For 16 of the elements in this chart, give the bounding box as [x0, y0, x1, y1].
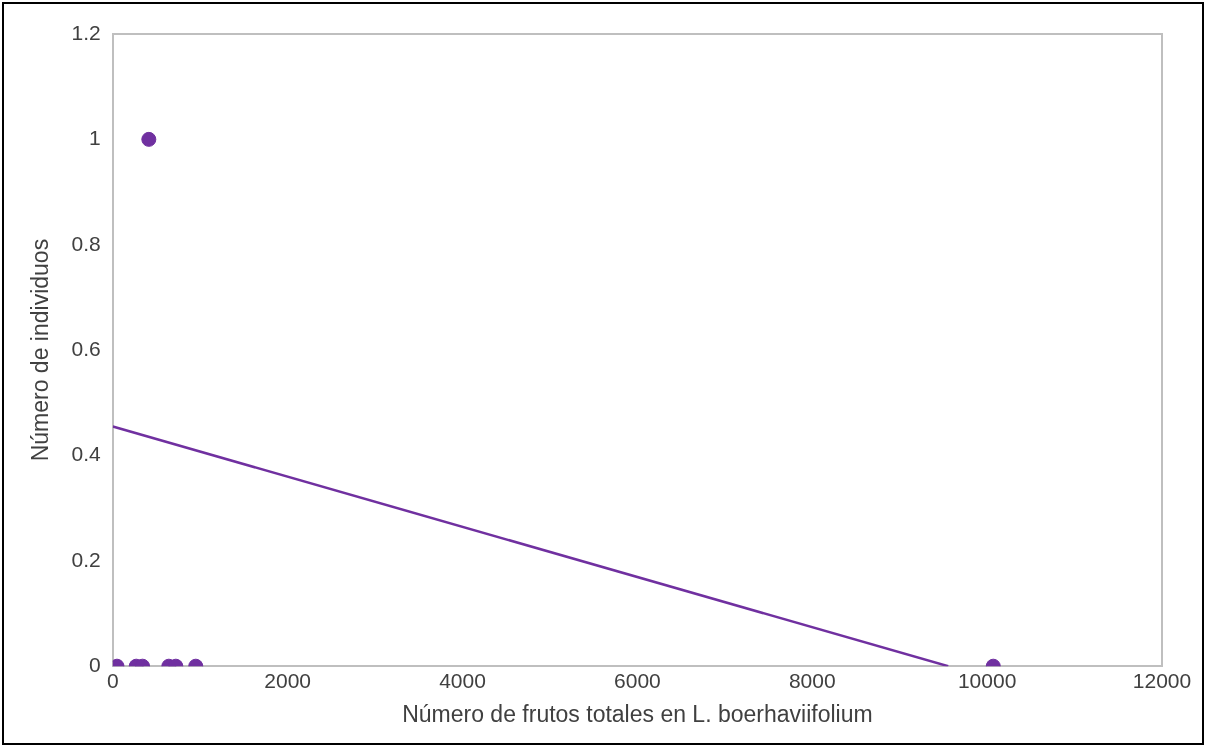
y-tick-label: 0	[89, 653, 101, 676]
y-tick-label: 0.8	[71, 231, 101, 255]
x-tick-label: 6000	[614, 668, 661, 692]
y-tick-label: 0.2	[71, 547, 101, 571]
x-tick-label: 2000	[264, 668, 312, 692]
x-tick-label: 12000	[1132, 668, 1192, 692]
y-tick-label: 1.2	[71, 20, 101, 44]
y-tick-label: 0.4	[71, 442, 102, 466]
x-tick-label: 8000	[788, 668, 836, 692]
x-tick-label: 4000	[439, 668, 486, 692]
x-axis-title: Número de frutos totales en L. boerhaviifolium	[402, 700, 873, 727]
y-tick-label: 0.6	[71, 336, 101, 360]
x-tick-label: 10000	[957, 668, 1017, 692]
y-axis-title: Número de individuos	[27, 238, 54, 462]
y-tick-label: 1	[89, 126, 101, 150]
x-tick-label: 0	[106, 668, 119, 692]
